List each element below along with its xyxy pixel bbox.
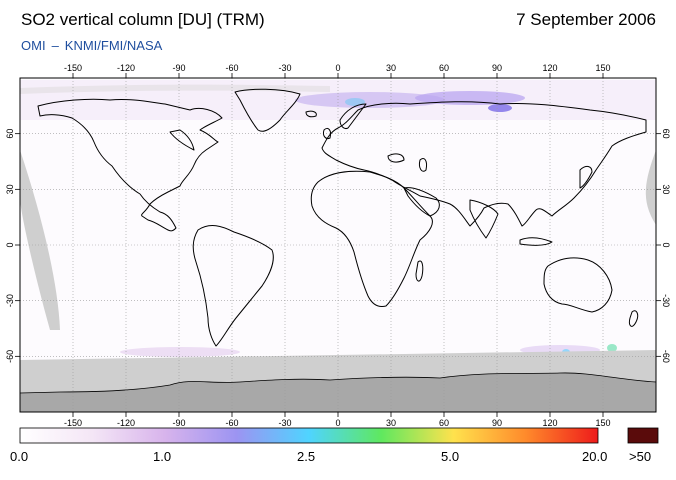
lon-tick-label: -60 bbox=[225, 63, 238, 73]
colorbar-label-4: 20.0 bbox=[582, 449, 608, 464]
lon-tick-label: -60 bbox=[225, 418, 238, 428]
lat-tick-label: 0 bbox=[5, 242, 15, 247]
coast-british-isles bbox=[323, 127, 331, 139]
so2-hotspot-norilsk bbox=[488, 104, 512, 112]
lat-tick-label: -60 bbox=[5, 350, 15, 363]
lon-tick-label: -30 bbox=[278, 418, 291, 428]
lon-tick-label: -120 bbox=[117, 418, 135, 428]
lon-tick-label: 0 bbox=[335, 418, 340, 428]
colorbar-label-1: 1.0 bbox=[153, 449, 172, 464]
lat-tick-label: -30 bbox=[5, 294, 15, 307]
so2-noise-south-pacific bbox=[120, 347, 240, 357]
lat-tick-label: 0 bbox=[661, 242, 671, 247]
colorbar-overflow-swatch bbox=[627, 427, 659, 444]
latitude-ticks-left: 60 30 0 -30 -60 bbox=[5, 129, 20, 363]
lon-tick-label: 90 bbox=[492, 418, 502, 428]
lon-tick-label: 60 bbox=[439, 418, 449, 428]
coast-scandinavia bbox=[339, 103, 367, 129]
lon-tick-label: 120 bbox=[542, 418, 557, 428]
coast-india bbox=[469, 199, 499, 239]
longitude-ticks-top: -150 -120 -90 -60 -30 0 30 60 90 120 150 bbox=[64, 63, 611, 78]
data-source: OMI – KNMI/FMI/NASA bbox=[21, 38, 162, 53]
lon-tick-label: 120 bbox=[542, 63, 557, 73]
latitude-ticks-right: 60 30 0 -30 -60 bbox=[656, 129, 671, 363]
source-institutions: KNMI/FMI/NASA bbox=[64, 38, 163, 53]
lon-tick-label: -120 bbox=[117, 63, 135, 73]
coast-australia bbox=[543, 257, 613, 313]
lon-tick-label: 0 bbox=[335, 63, 340, 73]
lat-tick-label: 60 bbox=[5, 129, 15, 139]
lon-tick-label: 150 bbox=[595, 418, 610, 428]
so2-speckle-se bbox=[607, 344, 617, 352]
coast-north-america bbox=[37, 98, 223, 232]
nodata-swath-west bbox=[20, 150, 60, 330]
map-title: SO2 vertical column [DU] (TRM) bbox=[21, 10, 265, 29]
lat-tick-label: 60 bbox=[661, 129, 671, 139]
coast-hudson-bay bbox=[169, 129, 195, 151]
coast-eurasia bbox=[321, 101, 647, 227]
map-date: 7 September 2006 bbox=[516, 10, 656, 29]
lon-tick-label: 60 bbox=[439, 63, 449, 73]
coast-black-sea bbox=[387, 153, 405, 163]
source-instrument: OMI bbox=[21, 38, 46, 53]
graticule bbox=[20, 78, 656, 412]
lon-tick-label: -150 bbox=[64, 63, 82, 73]
coast-south-america bbox=[192, 225, 274, 347]
colorbar-label-0: 0.0 bbox=[10, 449, 29, 464]
source-separator: – bbox=[51, 38, 59, 53]
lat-tick-label: 30 bbox=[661, 184, 671, 194]
lat-tick-label: 30 bbox=[5, 184, 15, 194]
longitude-ticks-bottom: -150 -120 -90 -60 -30 0 30 60 90 120 150 bbox=[64, 412, 611, 428]
coast-greenland bbox=[234, 88, 301, 132]
lon-tick-label: -30 bbox=[278, 63, 291, 73]
nodata-arctic-band bbox=[20, 84, 330, 94]
nodata-swath-east bbox=[645, 150, 656, 225]
so2-hotspot-kola bbox=[345, 98, 365, 106]
lon-tick-label: 30 bbox=[386, 418, 396, 428]
lat-tick-label: -60 bbox=[661, 350, 671, 363]
colorbar-scale bbox=[19, 427, 599, 444]
lon-tick-label: -90 bbox=[172, 63, 185, 73]
lon-tick-label: 30 bbox=[386, 63, 396, 73]
colorbar-label-2: 2.5 bbox=[297, 449, 316, 464]
coast-new-zealand bbox=[629, 310, 639, 327]
coast-caspian-sea bbox=[419, 157, 427, 172]
so2-enhancement-siberia-east bbox=[415, 91, 525, 105]
coast-iceland bbox=[305, 110, 317, 118]
colorbar-label-5: >50 bbox=[629, 449, 652, 464]
coast-madagascar bbox=[415, 260, 424, 282]
lon-tick-label: 150 bbox=[595, 63, 610, 73]
coast-africa bbox=[310, 170, 433, 307]
coast-japan bbox=[579, 165, 593, 189]
lon-tick-label: -150 bbox=[64, 418, 82, 428]
coast-indonesia bbox=[519, 237, 553, 246]
colorbar-label-3: 5.0 bbox=[441, 449, 460, 464]
lon-tick-label: -90 bbox=[172, 418, 185, 428]
coast-arabia bbox=[403, 187, 440, 217]
coastlines bbox=[37, 88, 647, 347]
lon-tick-label: 90 bbox=[492, 63, 502, 73]
lat-tick-label: -30 bbox=[661, 294, 671, 307]
